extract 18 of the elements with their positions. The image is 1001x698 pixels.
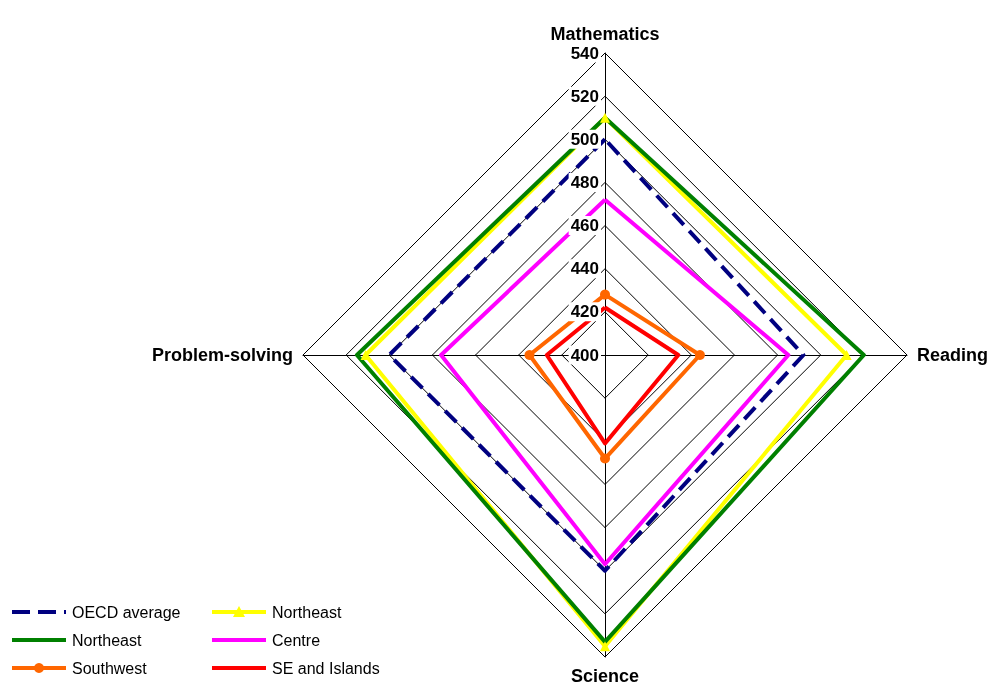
spoke-label: Reading	[917, 345, 989, 365]
y-tick-label: 480	[570, 172, 599, 192]
legend-label: SE and Islands	[272, 659, 380, 677]
legend-label: Southwest	[72, 659, 148, 677]
y-tick-label: 400	[570, 345, 599, 365]
legend-label: Northeast	[272, 603, 342, 621]
y-tick-label: 460	[570, 216, 599, 236]
spoke-label: Science	[570, 666, 640, 686]
y-tick-label: 500	[570, 129, 599, 149]
legend-label: Centre	[272, 631, 321, 649]
y-tick-label: 520	[570, 86, 599, 106]
spoke-label: Mathematics	[550, 24, 660, 44]
y-tick-label: 420	[570, 302, 599, 322]
spoke-label: Problem-solving	[151, 345, 293, 365]
y-tick-label: 440	[570, 259, 599, 279]
legend-label: OECD average	[72, 603, 181, 621]
legend-label: Northeast	[72, 631, 142, 649]
y-tick-label: 540	[570, 43, 599, 63]
